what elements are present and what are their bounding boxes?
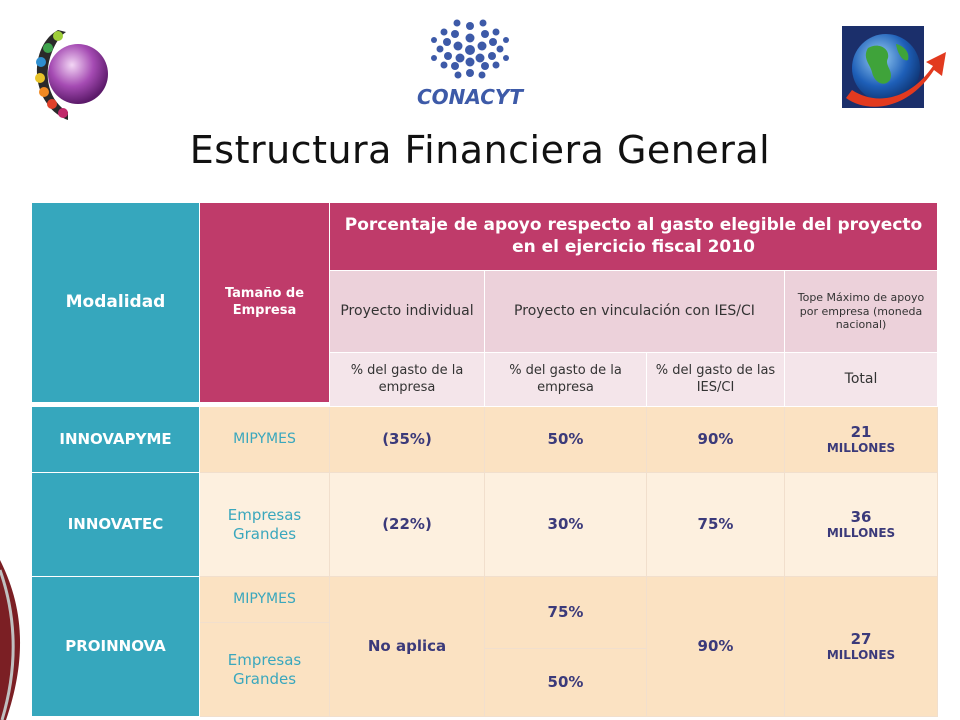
row-proinnova-individual: No aplica [330, 577, 485, 717]
row-innovapyme-tope-unit: MILLONES [826, 441, 896, 456]
row-innovatec-modalidad: INNOVATEC [32, 473, 200, 577]
row-innovatec-ies: 75% [647, 473, 785, 577]
row-innovapyme-modalidad: INNOVAPYME [32, 407, 200, 473]
row-innovapyme-ies: 90% [647, 407, 785, 473]
subheader-tope-maximo: Tope Máximo de apoyo por empresa (moneda… [785, 271, 938, 353]
header-porcentaje-apoyo: Porcentaje de apoyo respecto al gasto el… [330, 203, 938, 271]
row-proinnova-tamano-grandes: Empresas Grandes [200, 623, 330, 717]
decorative-curve-icon [0, 560, 21, 720]
row-innovatec-tope-number: 36 [850, 507, 872, 526]
subheader-proyecto-individual: Proyecto individual [330, 271, 485, 353]
subheader-proyecto-vinculacion: Proyecto en vinculación con IES/CI [485, 271, 785, 353]
row-proinnova-empresa-grandes: 50% [485, 649, 647, 717]
row-proinnova-modalidad: PROINNOVA [32, 577, 200, 717]
row-innovatec-tope-unit: MILLONES [826, 526, 896, 541]
row-proinnova-tamano-mipymes: MIPYMES [200, 577, 330, 623]
colorful-circle-logo-icon [35, 30, 108, 120]
row-innovapyme-tamano: MIPYMES [200, 407, 330, 473]
subheader-gasto-ies: % del gasto de las IES/CI [647, 353, 785, 407]
row-innovapyme-tope-number: 21 [850, 422, 872, 441]
subheader-total: Total [785, 353, 938, 407]
row-innovatec-tope: 36 MILLONES [785, 473, 938, 577]
header-tamano-empresa: Tamaño de Empresa [200, 203, 330, 403]
page-title: Estructura Financiera General [189, 128, 771, 172]
row-innovatec-tamano: Empresas Grandes [200, 473, 330, 577]
row-proinnova-empresa-mipymes: 75% [485, 577, 647, 649]
conacyt-logo-text: CONACYT [417, 85, 524, 109]
row-innovapyme-individual: (35%) [330, 407, 485, 473]
row-innovatec-empresa: 30% [485, 473, 647, 577]
subheader-gasto-empresa-vinculacion: % del gasto de la empresa [485, 353, 647, 407]
row-innovapyme-empresa: 50% [485, 407, 647, 473]
subheader-gasto-empresa-individual: % del gasto de la empresa [330, 353, 485, 407]
row-proinnova-tope-unit: MILLONES [826, 648, 896, 663]
row-innovatec-individual: (22%) [330, 473, 485, 577]
row-proinnova-tope: 27 MILLONES [785, 577, 938, 717]
row-innovapyme-tope: 21 MILLONES [785, 407, 938, 473]
conacyt-logo: CONACYT [417, 19, 524, 109]
header-modalidad: Modalidad [32, 203, 200, 403]
row-proinnova-tope-number: 27 [850, 629, 872, 648]
row-proinnova-ies: 90% [647, 577, 785, 717]
globe-arrow-logo-icon [842, 26, 946, 108]
